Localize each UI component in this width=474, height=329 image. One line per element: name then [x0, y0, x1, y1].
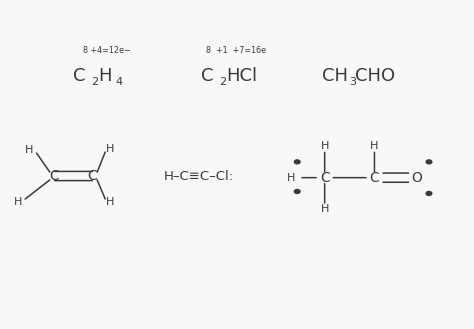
- Text: C: C: [201, 67, 214, 85]
- Text: O: O: [412, 171, 422, 185]
- Text: H: H: [25, 145, 34, 155]
- Circle shape: [294, 190, 300, 193]
- Text: 8  +1  +7=16e: 8 +1 +7=16e: [206, 46, 266, 56]
- Text: 4: 4: [116, 77, 123, 87]
- Text: C: C: [88, 169, 97, 183]
- Circle shape: [426, 191, 432, 195]
- Text: C: C: [370, 171, 379, 185]
- Text: H: H: [287, 173, 296, 183]
- Text: C: C: [50, 169, 59, 183]
- Circle shape: [294, 160, 300, 164]
- Text: H: H: [99, 67, 112, 85]
- Text: 2: 2: [91, 77, 98, 87]
- Text: 3: 3: [349, 77, 356, 87]
- Text: 2: 2: [219, 77, 226, 87]
- Text: HCl: HCl: [226, 67, 257, 85]
- Text: C: C: [320, 171, 329, 185]
- Text: H: H: [320, 204, 329, 214]
- Text: 8 +4=12e−: 8 +4=12e−: [83, 46, 131, 56]
- Text: H–C≡C–Cl:: H–C≡C–Cl:: [164, 170, 234, 183]
- Circle shape: [426, 160, 432, 164]
- Text: H: H: [320, 141, 329, 151]
- Text: C: C: [73, 67, 86, 85]
- Text: H: H: [106, 197, 114, 207]
- Text: H: H: [370, 141, 379, 151]
- Text: H: H: [106, 144, 114, 154]
- Text: CH: CH: [322, 67, 348, 85]
- Text: CHO: CHO: [356, 67, 396, 85]
- Text: H: H: [14, 197, 22, 207]
